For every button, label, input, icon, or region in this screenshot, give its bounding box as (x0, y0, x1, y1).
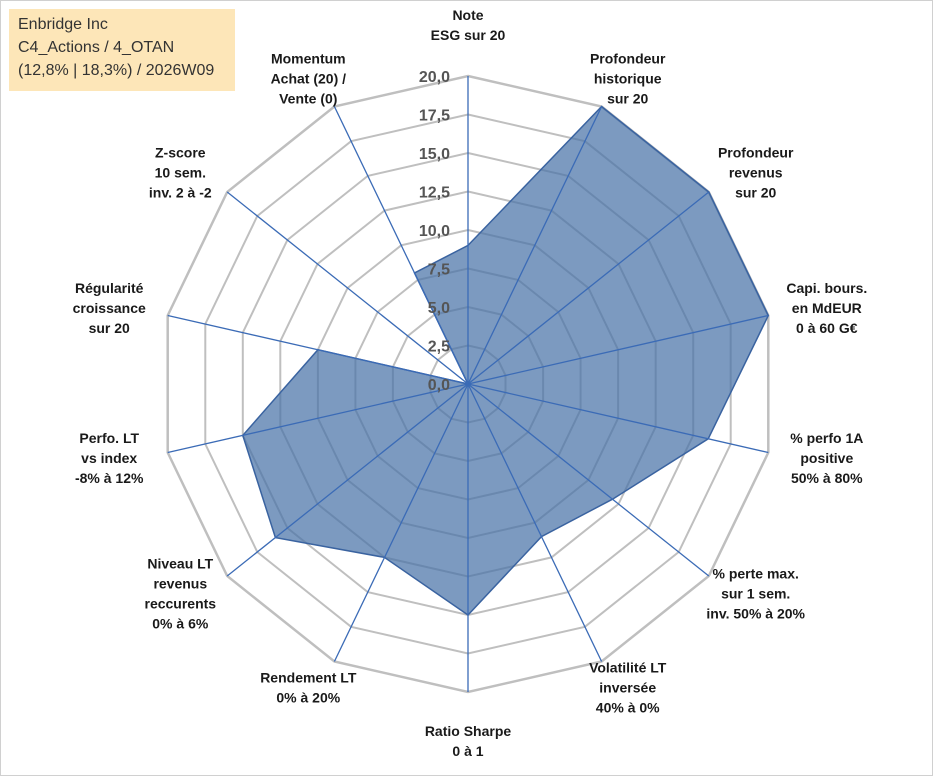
axis-label: Régularité croissance sur 20 (73, 280, 146, 336)
axis-label: Profondeur revenus sur 20 (718, 144, 794, 200)
axis-label-line: Volatilité LT (589, 660, 667, 676)
axis-label-line: 40% à 0% (596, 700, 660, 716)
axis-label-line: revenus (153, 576, 207, 592)
axis-label-line: revenus (729, 164, 783, 180)
performance-week-label: (12,8% | 18,3%) / 2026W09 (18, 62, 215, 79)
axis-spoke (467, 383, 710, 577)
axis-spoke (467, 106, 603, 385)
axis-label: Profondeur historique sur 20 (590, 51, 666, 107)
tick-label: 12,5 (419, 185, 450, 202)
tick-label: 0,0 (428, 377, 450, 394)
tick-label: 5,0 (428, 300, 450, 317)
axis-label: % perte max. sur 1 sem. inv. 50% à 20% (706, 566, 805, 622)
axis-label-line: Vente (0) (279, 91, 337, 107)
tick-label: 20,0 (419, 69, 450, 86)
info-box: Enbridge Inc C4_Actions / 4_OTAN (12,8% … (9, 9, 235, 91)
company-name: Enbridge Inc (18, 16, 108, 33)
axis-label-line: inv. 50% à 20% (706, 606, 805, 622)
axis-label-line: sur 1 sem. (721, 586, 790, 602)
tick-label: 7,5 (428, 262, 450, 279)
axis-label-line: inversée (599, 680, 656, 696)
axis-label-line: Rendement LT (260, 670, 357, 686)
axis-label-line: Capi. bours. (786, 280, 867, 296)
axis-label-line: 0 à 60 G€ (796, 320, 858, 336)
axis-spoke (167, 383, 469, 454)
axis-label-line: 0% à 20% (276, 690, 340, 706)
axis-label-line: % perfo 1A (790, 430, 863, 446)
axis-label-line: positive (800, 450, 853, 466)
axis-label-line: -8% à 12% (75, 470, 144, 486)
axis-label-line: Perfo. LT (79, 430, 139, 446)
axis-label-line: % perte max. (713, 566, 799, 582)
axis-label: Note ESG sur 20 (431, 7, 506, 43)
axis-label-line: 0 à 1 (452, 743, 483, 759)
axis-label: Ratio Sharpe 0 à 1 (425, 723, 512, 759)
axis-label-line: sur 20 (89, 320, 130, 336)
axis-label-line: reccurents (145, 596, 217, 612)
axis-spoke (333, 106, 469, 385)
axis-label-line: en MdEUR (792, 300, 862, 316)
axis-label: Perfo. LT vs index -8% à 12% (75, 430, 144, 486)
axis-spoke (467, 383, 769, 454)
portfolio-label: C4_Actions / 4_OTAN (18, 39, 175, 56)
axis-label-line: sur 20 (607, 91, 648, 107)
axis-label-line: 10 sem. (155, 164, 206, 180)
axis-label-line: inv. 2 à -2 (149, 184, 212, 200)
axis-spoke (226, 383, 469, 577)
axis-label: Momentum Achat (20) / Vente (0) (271, 51, 347, 107)
axis-label: Volatilité LT inversée 40% à 0% (589, 660, 667, 716)
axis-label-line: historique (594, 71, 662, 87)
axis-label-line: Z-score (155, 144, 206, 160)
axis-label-line: 0% à 6% (152, 616, 209, 632)
axis-label: Capi. bours. en MdEUR 0 à 60 G€ (786, 280, 867, 336)
axis-spoke (467, 383, 603, 662)
axis-spoke (333, 383, 469, 662)
axis-label-line: Régularité (75, 280, 144, 296)
tick-label: 2,5 (428, 339, 450, 356)
axis-spoke (467, 191, 710, 385)
axis-spoke (167, 314, 469, 385)
axis-spoke (226, 191, 469, 385)
axis-label-line: Ratio Sharpe (425, 723, 512, 739)
tick-label: 10,0 (419, 223, 450, 240)
axis-spoke (467, 314, 769, 385)
axis-label-line: Niveau LT (147, 556, 213, 572)
axis-label: Rendement LT 0% à 20% (260, 670, 357, 706)
axis-label-line: Profondeur (590, 51, 666, 67)
axis-label-line: croissance (73, 300, 146, 316)
axis-label-line: ESG sur 20 (431, 27, 506, 43)
axis-label-line: Achat (20) / (271, 71, 347, 87)
axis-label-line: 50% à 80% (791, 470, 863, 486)
data-area (241, 105, 770, 616)
tick-label: 17,5 (419, 108, 450, 125)
axis-label-line: vs index (81, 450, 137, 466)
tick-label: 15,0 (419, 146, 450, 163)
axis-label: Niveau LT revenus reccurents 0% à 6% (145, 556, 217, 632)
axis-label-line: Note (452, 7, 483, 23)
axis-label-line: sur 20 (735, 184, 776, 200)
axis-label: Z-score 10 sem. inv. 2 à -2 (149, 144, 212, 200)
axis-label-line: Profondeur (718, 144, 794, 160)
axis-label: % perfo 1A positive 50% à 80% (790, 430, 863, 486)
axis-label-line: Momentum (271, 51, 346, 67)
